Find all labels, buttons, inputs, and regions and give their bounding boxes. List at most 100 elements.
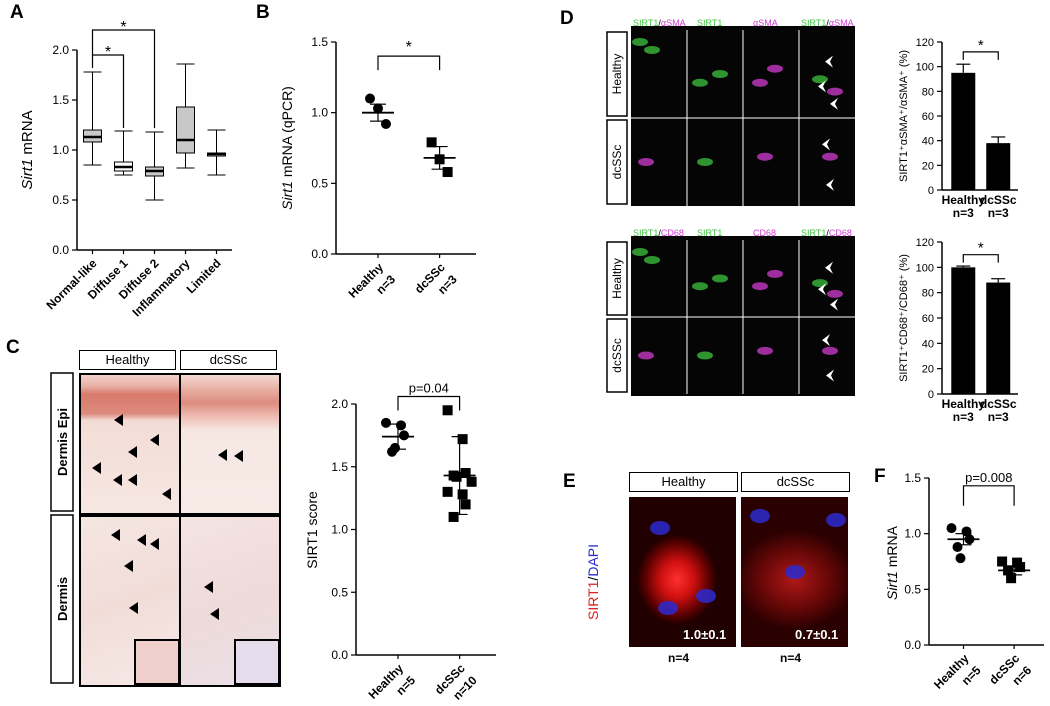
a-y-axis-label: Sirt1 mRNA [19,110,36,189]
b-y-tick-label: 1.0 [311,106,328,120]
b-point-dcssc [426,137,437,148]
d2-y-tick-label: 80 [922,288,934,300]
c-header-dcssc: dcSSc [180,350,277,370]
d1-arrow [826,178,834,191]
d1-bar-dcssc [986,143,1011,190]
b-y-tick-label: 0.0 [311,247,328,261]
c-row-label-top: Dermis Epi [55,408,70,476]
e-nucleus [696,589,716,603]
d2-fluorescence-signal [697,351,713,360]
c-arrowhead [204,581,213,593]
d2-y-tick-label: 20 [922,364,934,376]
b-y-axis-label-rest: mRNA (qPCR) [279,86,295,181]
d1-fluorescence-signal [822,152,838,161]
c-point-dcssc [457,434,468,445]
c-arrowhead [128,474,137,486]
d1-header-3: SIRT1/αSMA [801,18,854,28]
a-sig-bracket-2 [91,29,156,128]
c-point-dcssc [442,486,453,497]
c-arrowhead [128,446,137,458]
d1-y-tick-label: 60 [922,111,934,123]
d2-header-part: SIRT1 [633,228,658,238]
c-point-dcssc [460,468,471,479]
d1-x-tick-label: Healthy [942,193,986,207]
c-arrowhead [124,560,133,572]
d1-fluorescence-signal [712,70,728,78]
e-nucleus [750,509,770,523]
d1-row-label-box [606,31,628,117]
histology-dcssc-inset [234,639,280,685]
a-sig-bracket-1 [91,54,125,128]
d2-n-label: n=3 [953,410,974,424]
b-y-axis-label: Sirt1 mRNA (qPCR) [279,86,295,210]
d2-header-sep: / [658,228,661,238]
d1-header-sep: / [658,18,661,28]
d2-header-part: CD68 [829,228,852,238]
d2-fluorescence-signal [644,256,660,264]
a-y-tick-label: 1.5 [52,93,69,107]
d2-fluorescence-signal [812,279,828,288]
d2-fluorescence-signal [757,346,773,355]
a-box [176,106,195,154]
d1-fluorescence-signal [827,87,843,96]
panel-label-c: C [6,337,20,358]
a-y-tick-label: 2.0 [52,43,69,57]
d2-y-tick-label: 100 [916,262,934,274]
c-point-dcssc [448,511,459,522]
e-nucleus [650,521,670,535]
c-arrowhead [129,602,138,614]
f-y-tick-label: 1.0 [904,527,921,541]
f-point-healthy [955,553,966,564]
d1-y-axis-label: SIRT1⁺αSMA⁺/αSMA⁺ (%) [898,50,910,182]
fluorescence-e-healthy [629,497,736,647]
f-y-axis-label-rest: mRNA [884,525,900,571]
d2-x-tick-label: dcSSc [980,397,1017,411]
e-nucleus [785,565,805,579]
d1-n-label: n=3 [988,206,1009,220]
e-header-dcssc: dcSSc [741,472,850,492]
f-y-axis-label-italic: Sirt1 [884,571,900,600]
panel-label-a: A [10,2,24,23]
c-point-healthy [399,430,409,441]
d1-n-label: n=3 [953,206,974,220]
d2-sig-star: * [978,240,984,257]
a-x-tick-label: Limited [184,256,224,296]
d1-fluorescence-signal [752,78,768,87]
d1-header-part: SIRT1 [633,18,658,28]
d2-y-axis-label: SIRT1⁺CD68⁺/CD68⁺ (%) [898,254,910,382]
c-header-healthy: Healthy [79,350,176,370]
d1-header-sep: / [826,18,829,28]
c-y-tick-label: 0.5 [331,585,348,599]
c-arrowhead [234,450,243,462]
d2-arrow [825,261,833,274]
d2-fluorescence-signal [767,269,783,278]
d2-row-label-1: dcSSc [610,338,624,373]
a-sig-star-2: * [120,19,126,36]
e-nucleus [658,601,678,615]
c-arrowhead [150,538,159,550]
d2-header-sep: / [826,228,829,238]
d1-fluorescence-signal [697,158,713,166]
d1-fluorescence-signal [692,78,708,87]
d1-fluorescence-signal [632,38,648,46]
panel-label-b: B [256,2,270,23]
d2-n-label: n=3 [988,410,1009,424]
d1-x-tick-label: dcSSc [980,193,1017,207]
d2-header-part: SIRT1 [801,228,826,238]
a-y-tick-label: 1.0 [52,143,69,157]
a-y-tick-label: 0.5 [52,193,69,207]
b-sig-bracket [377,55,441,71]
f-y-tick-label: 1.5 [904,471,921,485]
d2-x-tick-label: Healthy [942,397,986,411]
f-y-tick-label: 0.0 [904,638,921,652]
d1-row-label-1: dcSSc [610,145,624,180]
d2-fluorescence-signal [632,248,648,256]
d1-sig-bracket [962,51,999,60]
d1-header-part: SIRT1 [801,18,826,28]
e-value-healthy: 1.0±0.1 [683,627,727,642]
d1-header-1: SIRT1 [697,18,722,28]
e-nucleus [826,513,846,527]
d1-header-2: αSMA [753,18,778,28]
d1-header-part: αSMA [661,18,686,28]
